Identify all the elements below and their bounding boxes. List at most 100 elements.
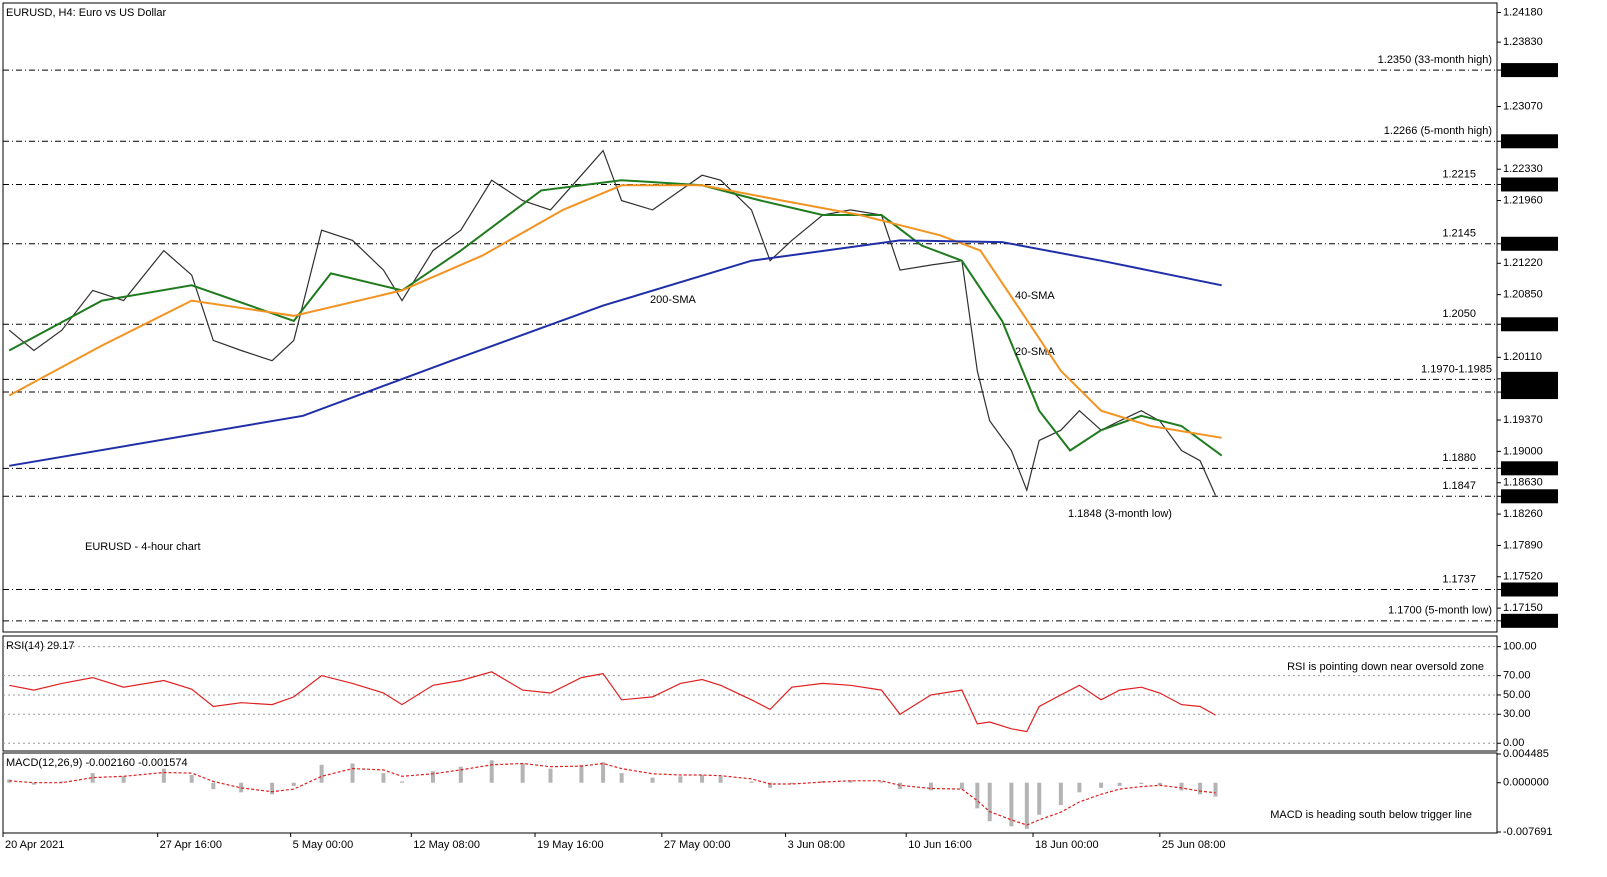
level-label: 1.2215 bbox=[1442, 168, 1476, 180]
x-tick-label: 5 May 00:00 bbox=[293, 839, 354, 851]
histogram-bar bbox=[239, 782, 244, 793]
annotation: MACD is heading south below trigger line bbox=[1270, 809, 1472, 821]
histogram-bar bbox=[270, 782, 275, 795]
histogram-bar bbox=[121, 776, 126, 783]
histogram-bar bbox=[381, 773, 386, 783]
x-tick-label: 19 May 16:00 bbox=[537, 839, 604, 851]
y-tick-label: 1.17520 bbox=[1503, 571, 1543, 583]
histogram-bar bbox=[189, 775, 194, 783]
panel-frame bbox=[2, 2, 1498, 633]
y-tick-label: 1.22660 bbox=[1503, 135, 1543, 147]
y-tick-label: 1.17000 bbox=[1503, 615, 1543, 627]
y-tick-label: 1.22150 bbox=[1503, 178, 1543, 190]
x-tick-label: 25 Jun 08:00 bbox=[1162, 839, 1226, 851]
x-tick-label: 27 Apr 16:00 bbox=[160, 839, 222, 851]
y-tick-highlight bbox=[1501, 489, 1558, 504]
y-tick-label: 1.19370 bbox=[1503, 414, 1543, 426]
level-label: 1.2050 bbox=[1442, 308, 1476, 320]
histogram-bar bbox=[928, 782, 933, 791]
y-tick-label: 70.00 bbox=[1503, 670, 1531, 682]
histogram-bar bbox=[1117, 782, 1122, 786]
histogram-bar bbox=[1179, 782, 1184, 791]
x-tick-label: 3 Jun 08:00 bbox=[788, 839, 846, 851]
y-tick-highlight bbox=[1501, 582, 1558, 597]
y-tick-label: 0.00 bbox=[1503, 737, 1524, 749]
y-tick-label: 1.19700 bbox=[1503, 386, 1543, 398]
y-tick-highlight bbox=[1501, 613, 1558, 628]
series-line bbox=[8, 149, 1217, 496]
level-label: 1.2350 (33-month high) bbox=[1378, 54, 1492, 66]
histogram-bar bbox=[987, 782, 992, 822]
y-tick-highlight bbox=[1501, 317, 1558, 332]
y-tick-label: -0.007691 bbox=[1503, 826, 1553, 838]
series-line bbox=[9, 671, 1216, 733]
histogram-bar bbox=[879, 781, 884, 783]
histogram-bar bbox=[520, 763, 525, 783]
y-tick-label: 50.00 bbox=[1503, 689, 1531, 701]
histogram-bar bbox=[619, 773, 624, 783]
histogram-bar bbox=[1024, 782, 1029, 829]
annotation: 1.1848 (3-month low) bbox=[1068, 508, 1172, 520]
x-tick-label: 12 May 08:00 bbox=[413, 839, 480, 851]
sma-line bbox=[9, 239, 1222, 467]
y-tick-label: 1.21450 bbox=[1503, 238, 1543, 250]
y-tick-label: 1.23070 bbox=[1503, 100, 1543, 112]
histogram-bar bbox=[789, 782, 794, 785]
sma-line bbox=[8, 184, 1222, 439]
histogram-bar bbox=[1058, 782, 1063, 806]
histogram-bar bbox=[601, 762, 606, 783]
y-tick-label: 1.20500 bbox=[1503, 318, 1543, 330]
histogram-bar bbox=[1099, 782, 1104, 788]
histogram-bar bbox=[211, 782, 216, 790]
level-label: 1.2145 bbox=[1442, 228, 1476, 240]
level-label: 1.1700 (5-month low) bbox=[1388, 605, 1492, 617]
y-tick-highlight bbox=[1501, 134, 1558, 149]
histogram-bar bbox=[1198, 782, 1203, 795]
histogram-bar bbox=[1213, 782, 1218, 797]
sma-line bbox=[8, 179, 1223, 457]
histogram-bar bbox=[1157, 782, 1162, 786]
histogram-bar bbox=[350, 763, 355, 783]
level-label: 1.1880 bbox=[1442, 452, 1476, 464]
histogram-bar bbox=[898, 782, 903, 790]
y-tick-label: 30.00 bbox=[1503, 708, 1531, 720]
histogram-bar bbox=[678, 776, 683, 783]
series-label: 200-SMA bbox=[650, 294, 697, 306]
histogram-bar bbox=[59, 781, 64, 783]
y-tick-label: 1.20110 bbox=[1503, 351, 1542, 363]
histogram-bar bbox=[291, 782, 296, 786]
annotation: EURUSD - 4-hour chart bbox=[85, 541, 201, 553]
panel-title: MACD(12,26,9) -0.002160 -0.001574 bbox=[6, 757, 188, 769]
y-tick-label: 1.21960 bbox=[1503, 194, 1543, 206]
histogram-bar bbox=[820, 780, 825, 783]
level-label: 1.1970-1.1985 bbox=[1421, 363, 1492, 375]
histogram-bar bbox=[161, 768, 166, 783]
y-tick-label: 1.18800 bbox=[1503, 462, 1543, 474]
y-tick-label: 1.23830 bbox=[1503, 36, 1543, 48]
y-tick-label: 0.004485 bbox=[1503, 748, 1549, 760]
y-tick-label: 1.21220 bbox=[1503, 257, 1543, 269]
histogram-bar bbox=[650, 777, 655, 783]
y-tick-label: 1.19000 bbox=[1503, 445, 1543, 457]
histogram-bar bbox=[768, 782, 773, 788]
panel-frame bbox=[2, 752, 1498, 834]
y-tick-label: 0.000000 bbox=[1503, 777, 1549, 789]
y-tick-highlight bbox=[1501, 236, 1558, 251]
level-label: 1.1847 bbox=[1442, 480, 1476, 492]
series-line bbox=[9, 762, 1216, 826]
y-tick-label: 1.17370 bbox=[1503, 583, 1543, 595]
x-tick-label: 10 Jun 16:00 bbox=[908, 839, 972, 851]
y-tick-label: 1.20850 bbox=[1503, 289, 1543, 301]
y-tick-label: 1.19856 bbox=[1503, 373, 1543, 385]
histogram-bar bbox=[848, 780, 853, 783]
series-label: 40-SMA bbox=[1015, 290, 1055, 302]
histogram-bar bbox=[489, 760, 494, 783]
y-tick-label: 100.00 bbox=[1503, 641, 1537, 653]
histogram-bar bbox=[1077, 782, 1082, 793]
y-tick-highlight bbox=[1501, 63, 1558, 78]
y-tick-label: 1.17890 bbox=[1503, 539, 1543, 551]
histogram-bar bbox=[975, 782, 980, 809]
histogram-bar bbox=[400, 781, 405, 783]
